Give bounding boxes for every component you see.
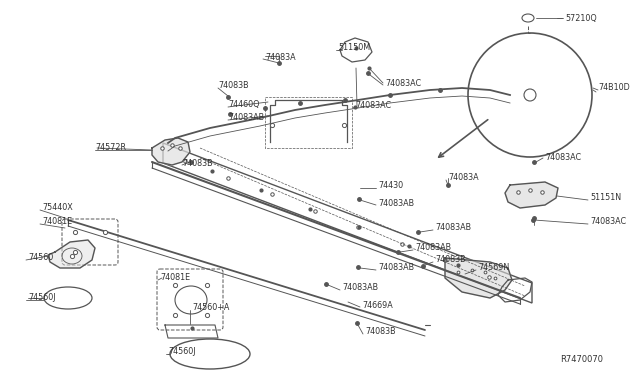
Text: 74083AB: 74083AB: [378, 263, 414, 273]
Text: 74B10D: 74B10D: [598, 83, 630, 93]
Text: R7470070: R7470070: [560, 356, 603, 365]
Text: 74083AB: 74083AB: [228, 113, 264, 122]
Text: 74083B: 74083B: [435, 256, 466, 264]
Text: 74083AC: 74083AC: [385, 78, 421, 87]
Polygon shape: [48, 240, 95, 268]
Text: 74083AC: 74083AC: [545, 154, 581, 163]
Text: 75440X: 75440X: [42, 203, 73, 212]
Text: 74081E: 74081E: [42, 218, 72, 227]
Text: 74083B: 74083B: [365, 327, 396, 337]
Text: 51151N: 51151N: [590, 193, 621, 202]
Text: 51150M: 51150M: [338, 42, 370, 51]
Text: 74083AB: 74083AB: [435, 224, 471, 232]
Text: 74083A: 74083A: [448, 173, 479, 183]
Text: 74560+A: 74560+A: [192, 304, 229, 312]
Text: 74560: 74560: [28, 253, 53, 263]
Text: 74560J: 74560J: [168, 347, 195, 356]
Polygon shape: [152, 138, 190, 165]
Text: 74572R: 74572R: [95, 144, 126, 153]
Text: 74560J: 74560J: [28, 294, 56, 302]
Text: 74083AB: 74083AB: [415, 244, 451, 253]
Text: 74083AB: 74083AB: [378, 199, 414, 208]
Text: 74083AC: 74083AC: [590, 218, 626, 227]
Text: 74569N: 74569N: [478, 263, 509, 273]
Polygon shape: [445, 258, 512, 298]
Text: 74083B: 74083B: [218, 80, 248, 90]
Text: 74430: 74430: [378, 180, 403, 189]
Text: 57210Q: 57210Q: [565, 13, 596, 22]
Text: 74083AB: 74083AB: [342, 283, 378, 292]
Text: 74083A: 74083A: [265, 54, 296, 62]
Text: 74669A: 74669A: [362, 301, 393, 310]
Text: 74083AC: 74083AC: [355, 100, 391, 109]
Polygon shape: [505, 182, 558, 208]
Text: 74081E: 74081E: [160, 273, 190, 282]
Text: 74083B: 74083B: [182, 158, 212, 167]
Text: 74460Q: 74460Q: [228, 100, 259, 109]
